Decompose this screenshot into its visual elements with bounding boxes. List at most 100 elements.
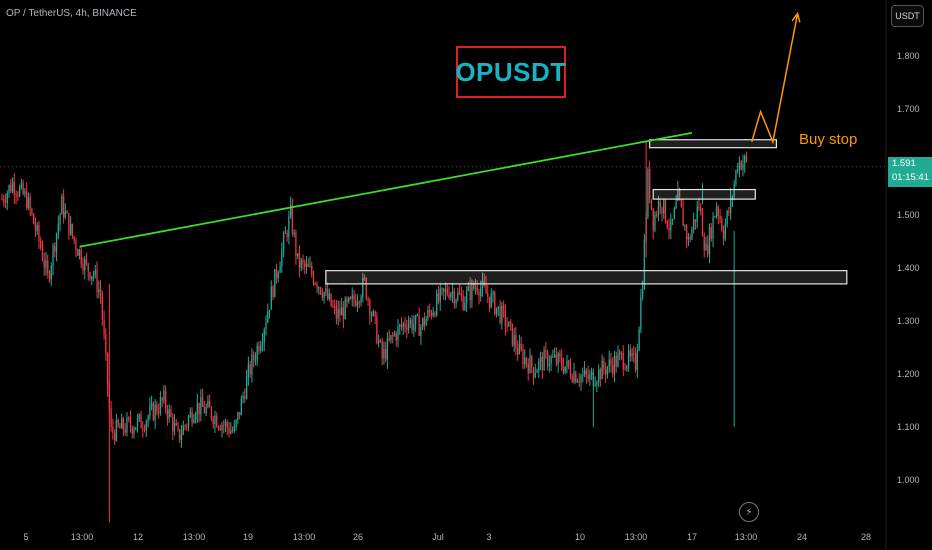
candle-body xyxy=(13,181,15,195)
candle-body xyxy=(443,288,445,292)
candle-body xyxy=(335,306,338,319)
candle-body xyxy=(326,288,329,300)
candle-body xyxy=(24,191,26,195)
candle-body xyxy=(453,291,455,304)
candle-body xyxy=(11,181,14,192)
candle-body xyxy=(330,293,332,307)
currency-unit-button[interactable]: USDT xyxy=(891,5,924,27)
candle-body xyxy=(615,355,617,367)
candle-body xyxy=(504,309,507,327)
candle-body xyxy=(284,232,287,234)
chart-title-annotation[interactable]: OPUSDT xyxy=(455,46,566,98)
y-tick-label: 1.100 xyxy=(897,422,920,432)
candle-body xyxy=(580,375,582,382)
candle-body xyxy=(432,312,434,317)
candle-body xyxy=(328,293,331,300)
candle-body xyxy=(487,293,489,297)
candle-body xyxy=(524,357,526,365)
candle-body xyxy=(666,221,668,228)
last-price-value: 1.591 xyxy=(892,158,916,169)
candle-body xyxy=(94,269,96,275)
candle-body xyxy=(31,208,33,214)
candle-body xyxy=(367,298,369,301)
candle-body xyxy=(557,353,559,364)
bar-countdown: 01:15:41 xyxy=(892,172,929,183)
candle-body xyxy=(149,406,151,417)
candle-body xyxy=(434,312,436,316)
candle-body xyxy=(377,340,380,344)
candle-body xyxy=(527,363,529,374)
candle-body xyxy=(152,403,155,420)
candle-body xyxy=(425,318,427,326)
candle-body xyxy=(142,428,144,430)
candle-body xyxy=(233,426,235,432)
candle-body xyxy=(724,224,727,240)
candle-body xyxy=(263,329,265,343)
projection-path xyxy=(751,13,799,145)
x-tick-label: 28 xyxy=(861,532,871,542)
candle-body xyxy=(698,206,700,208)
candle-body xyxy=(17,195,19,197)
candle-body xyxy=(710,227,712,239)
candle-body xyxy=(61,195,63,215)
candle-body xyxy=(305,264,308,267)
candle-body xyxy=(534,372,536,378)
candle-body xyxy=(6,193,8,203)
candle-body xyxy=(532,367,535,378)
candle-body xyxy=(735,170,737,184)
candle-body xyxy=(622,352,624,370)
candle-body xyxy=(159,397,162,414)
candle-body xyxy=(568,360,570,367)
candle-body xyxy=(694,219,697,222)
candle-body xyxy=(99,289,102,296)
candle-body xyxy=(156,404,158,413)
candle-body xyxy=(15,194,17,196)
candle-body xyxy=(555,354,558,364)
candle-body xyxy=(1,199,3,201)
candle-body xyxy=(212,418,214,425)
x-tick-label: 24 xyxy=(797,532,807,542)
candle-body xyxy=(238,412,241,416)
candle-body xyxy=(348,297,350,302)
candle-body xyxy=(612,364,614,374)
candle-body xyxy=(370,315,373,317)
candle-body xyxy=(66,211,68,214)
candle-body xyxy=(455,299,457,304)
candle-body xyxy=(321,293,323,298)
candle-body xyxy=(282,233,285,249)
candle-body xyxy=(446,289,448,295)
candle-body xyxy=(3,199,5,202)
candle-body xyxy=(228,427,230,434)
candle-body xyxy=(10,185,12,192)
candle-body xyxy=(529,356,531,374)
candle-body xyxy=(230,430,232,434)
candle-body xyxy=(22,182,24,195)
symbol-label: OP / TetherUS, 4h, BINANCE xyxy=(6,8,137,19)
candle-body xyxy=(728,211,730,213)
candle-body xyxy=(515,335,517,349)
candle-body xyxy=(404,323,406,328)
candle-body xyxy=(448,294,450,298)
lightning-icon[interactable]: ⚡ xyxy=(739,502,759,522)
candle-body xyxy=(509,321,512,324)
candle-body xyxy=(608,359,610,367)
candle-body xyxy=(691,229,693,240)
candle-body xyxy=(429,310,431,313)
candle-body xyxy=(136,418,139,428)
candle-body xyxy=(624,369,626,371)
candle-body xyxy=(703,236,705,251)
candle-body xyxy=(293,232,295,234)
candle-body xyxy=(57,223,59,234)
candle-body xyxy=(388,338,390,341)
candle-body xyxy=(256,345,258,360)
candle-body xyxy=(47,260,49,274)
candle-body xyxy=(471,283,473,301)
candle-body xyxy=(701,212,704,237)
candle-body xyxy=(517,348,519,354)
buy-stop-label[interactable]: Buy stop xyxy=(799,131,858,148)
candle-body xyxy=(275,269,278,279)
candle-body xyxy=(143,429,146,431)
candle-body xyxy=(251,354,253,375)
zone-buy-stop xyxy=(649,139,777,149)
